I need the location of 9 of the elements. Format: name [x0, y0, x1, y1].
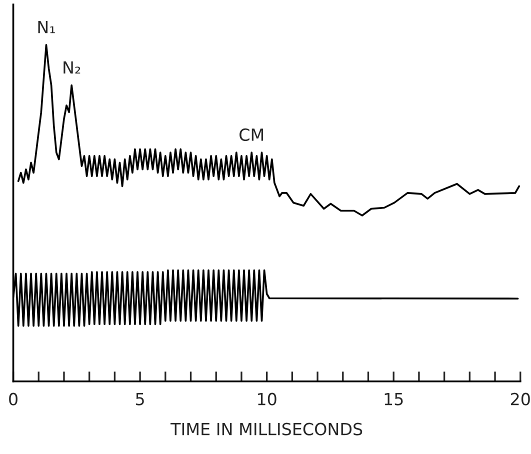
- annotation: N₁: [38, 20, 55, 34]
- annotation: CM: [240, 128, 263, 142]
- x-tick-label: 20: [510, 392, 530, 406]
- annotation: N₂: [64, 61, 80, 74]
- x-tick-label: 5: [136, 392, 144, 406]
- x-axis-title: TIME IN MILLISECONDS: [170, 422, 362, 436]
- x-tick-label: 10: [258, 392, 276, 406]
- x-tick-label: 0: [9, 392, 18, 406]
- x-tick-label: 15: [384, 392, 403, 406]
